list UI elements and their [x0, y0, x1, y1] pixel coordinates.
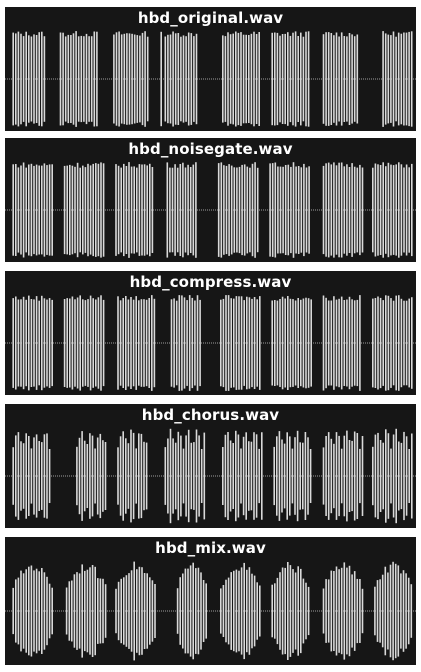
waveform-title: hbd_noisegate.wav: [128, 140, 293, 158]
waveform-plot: [5, 31, 416, 127]
waveform-panel-chorus: hbd_chorus.wav: [5, 404, 416, 528]
waveform-title: hbd_chorus.wav: [141, 406, 280, 424]
waveform-title: hbd_original.wav: [137, 9, 284, 27]
waveform-plot: [5, 561, 416, 661]
waveform-panel-mix: hbd_mix.wav: [5, 537, 416, 665]
waveform-title: hbd_compress.wav: [129, 273, 292, 291]
waveform-plot: [5, 162, 416, 258]
waveform-plot: [5, 428, 416, 524]
waveform-plot: [5, 295, 416, 391]
waveform-panel-compress: hbd_compress.wav: [5, 271, 416, 395]
waveform-panel-noisegate: hbd_noisegate.wav: [5, 138, 416, 262]
waveform-panel-original: hbd_original.wav: [5, 7, 416, 131]
waveform-title: hbd_mix.wav: [155, 539, 266, 557]
